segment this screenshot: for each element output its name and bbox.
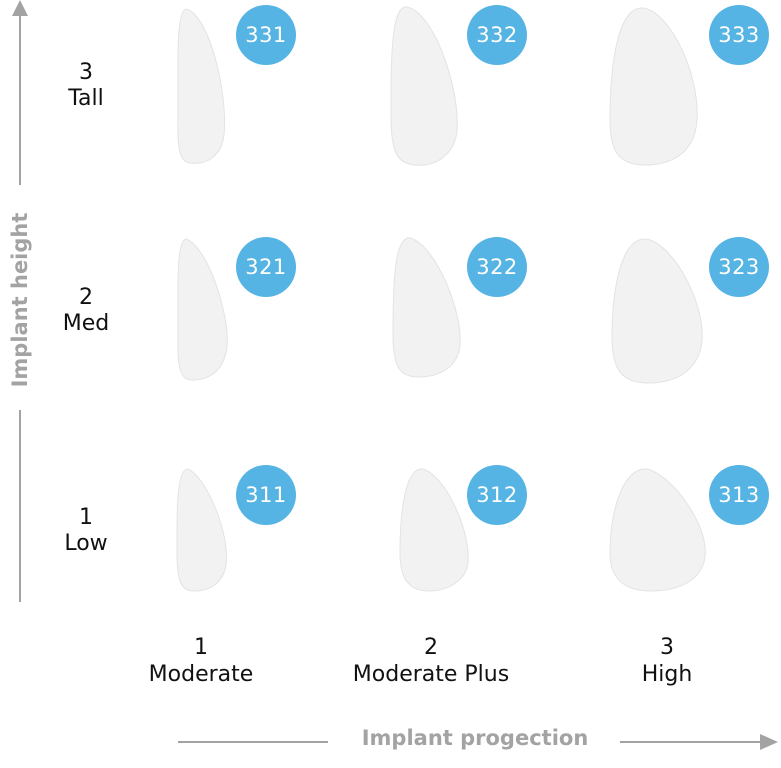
row-label-med: 2 Med xyxy=(36,285,136,337)
row-number: 1 xyxy=(79,505,93,530)
badge-331: 331 xyxy=(236,5,296,65)
badge-333: 333 xyxy=(709,5,769,65)
row-number: 3 xyxy=(79,60,93,85)
column-label-moderate: 1 Moderate xyxy=(91,634,311,688)
column-number: 1 xyxy=(194,635,208,660)
implant-shape-313 xyxy=(607,465,717,635)
column-number: 3 xyxy=(660,635,674,660)
badge-323: 323 xyxy=(709,237,769,297)
y-axis-title-text: Implant height xyxy=(8,200,32,400)
row-number: 2 xyxy=(79,285,93,310)
row-name: Med xyxy=(62,311,110,336)
row-name: Low xyxy=(64,531,108,556)
badge-311: 311 xyxy=(236,465,296,525)
column-name: High xyxy=(641,662,693,687)
row-label-low: 1 Low xyxy=(36,505,136,557)
column-name: Moderate xyxy=(148,662,254,687)
column-label-moderate-plus: 2 Moderate Plus xyxy=(321,634,541,688)
implant-shape-333 xyxy=(605,5,715,175)
implant-shape-312 xyxy=(395,465,505,635)
implant-shape-323 xyxy=(608,235,718,405)
implant-shape-332 xyxy=(385,5,495,175)
badge-321: 321 xyxy=(236,237,296,297)
column-label-high: 3 High xyxy=(557,634,777,688)
column-number: 2 xyxy=(424,635,438,660)
column-name: Moderate Plus xyxy=(352,662,510,687)
implant-shape-331 xyxy=(172,5,282,175)
badge-332: 332 xyxy=(467,5,527,65)
badge-313: 313 xyxy=(709,465,769,525)
implant-shape-322 xyxy=(388,235,498,405)
badge-312: 312 xyxy=(467,465,527,525)
x-axis-title: Implant progection xyxy=(361,726,589,750)
badge-322: 322 xyxy=(467,237,527,297)
row-name: Tall xyxy=(68,86,104,111)
row-label-tall: 3 Tall xyxy=(36,60,136,112)
implant-shape-311 xyxy=(172,465,282,635)
implant-shape-321 xyxy=(172,235,282,405)
